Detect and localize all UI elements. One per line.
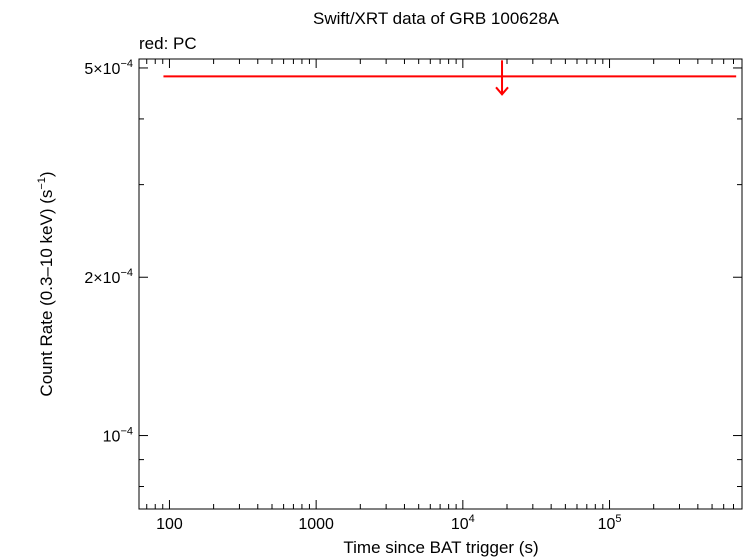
y-tick-label-sup: −4	[120, 267, 133, 279]
chart-subtitle: red: PC	[139, 34, 197, 53]
x-tick-label-sup: 4	[469, 513, 475, 525]
x-axis-label: Time since BAT trigger (s)	[343, 538, 538, 557]
y-tick-label-base: 10	[103, 429, 121, 446]
y-tick-label: 5×10−4	[84, 58, 133, 78]
x-tick-label-base: 100	[156, 516, 183, 533]
x-tick-label: 105	[598, 513, 622, 533]
y-tick-labels: 5×10−42×10−410−4	[84, 58, 133, 446]
y-tick-label-sup: −4	[120, 426, 133, 438]
x-axis-ticks	[146, 59, 743, 509]
x-tick-label-base: 10	[451, 516, 469, 533]
y-tick-label: 10−4	[103, 426, 133, 446]
series-pc	[163, 60, 737, 96]
x-tick-labels: 100 1000 104 105	[156, 513, 621, 533]
y-tick-label: 2×10−4	[84, 267, 133, 287]
x-tick-label-base: 1000	[298, 516, 334, 533]
y-axis-label-sup: −1	[36, 177, 48, 190]
x-tick-label-sup: 5	[615, 513, 621, 525]
y-axis-ticks	[139, 67, 742, 488]
upper-limit-arrow-head	[495, 86, 509, 96]
x-tick-label-base: 10	[598, 516, 616, 533]
y-tick-label-base: 2×10	[84, 270, 120, 287]
y-tick-label-base: 5×10	[84, 61, 120, 78]
chart-title: Swift/XRT data of GRB 100628A	[313, 9, 560, 28]
y-axis-label-end: )	[37, 171, 56, 177]
y-axis-label-main: Count Rate (0.3–10 keV) (s	[37, 190, 56, 397]
y-tick-label-sup: −4	[120, 58, 133, 70]
y-axis-label: Count Rate (0.3–10 keV) (s−1)	[36, 171, 56, 396]
x-tick-label: 100	[156, 516, 183, 533]
plot-frame	[138, 58, 743, 510]
x-tick-label: 104	[451, 513, 475, 533]
x-tick-label: 1000	[298, 516, 334, 533]
